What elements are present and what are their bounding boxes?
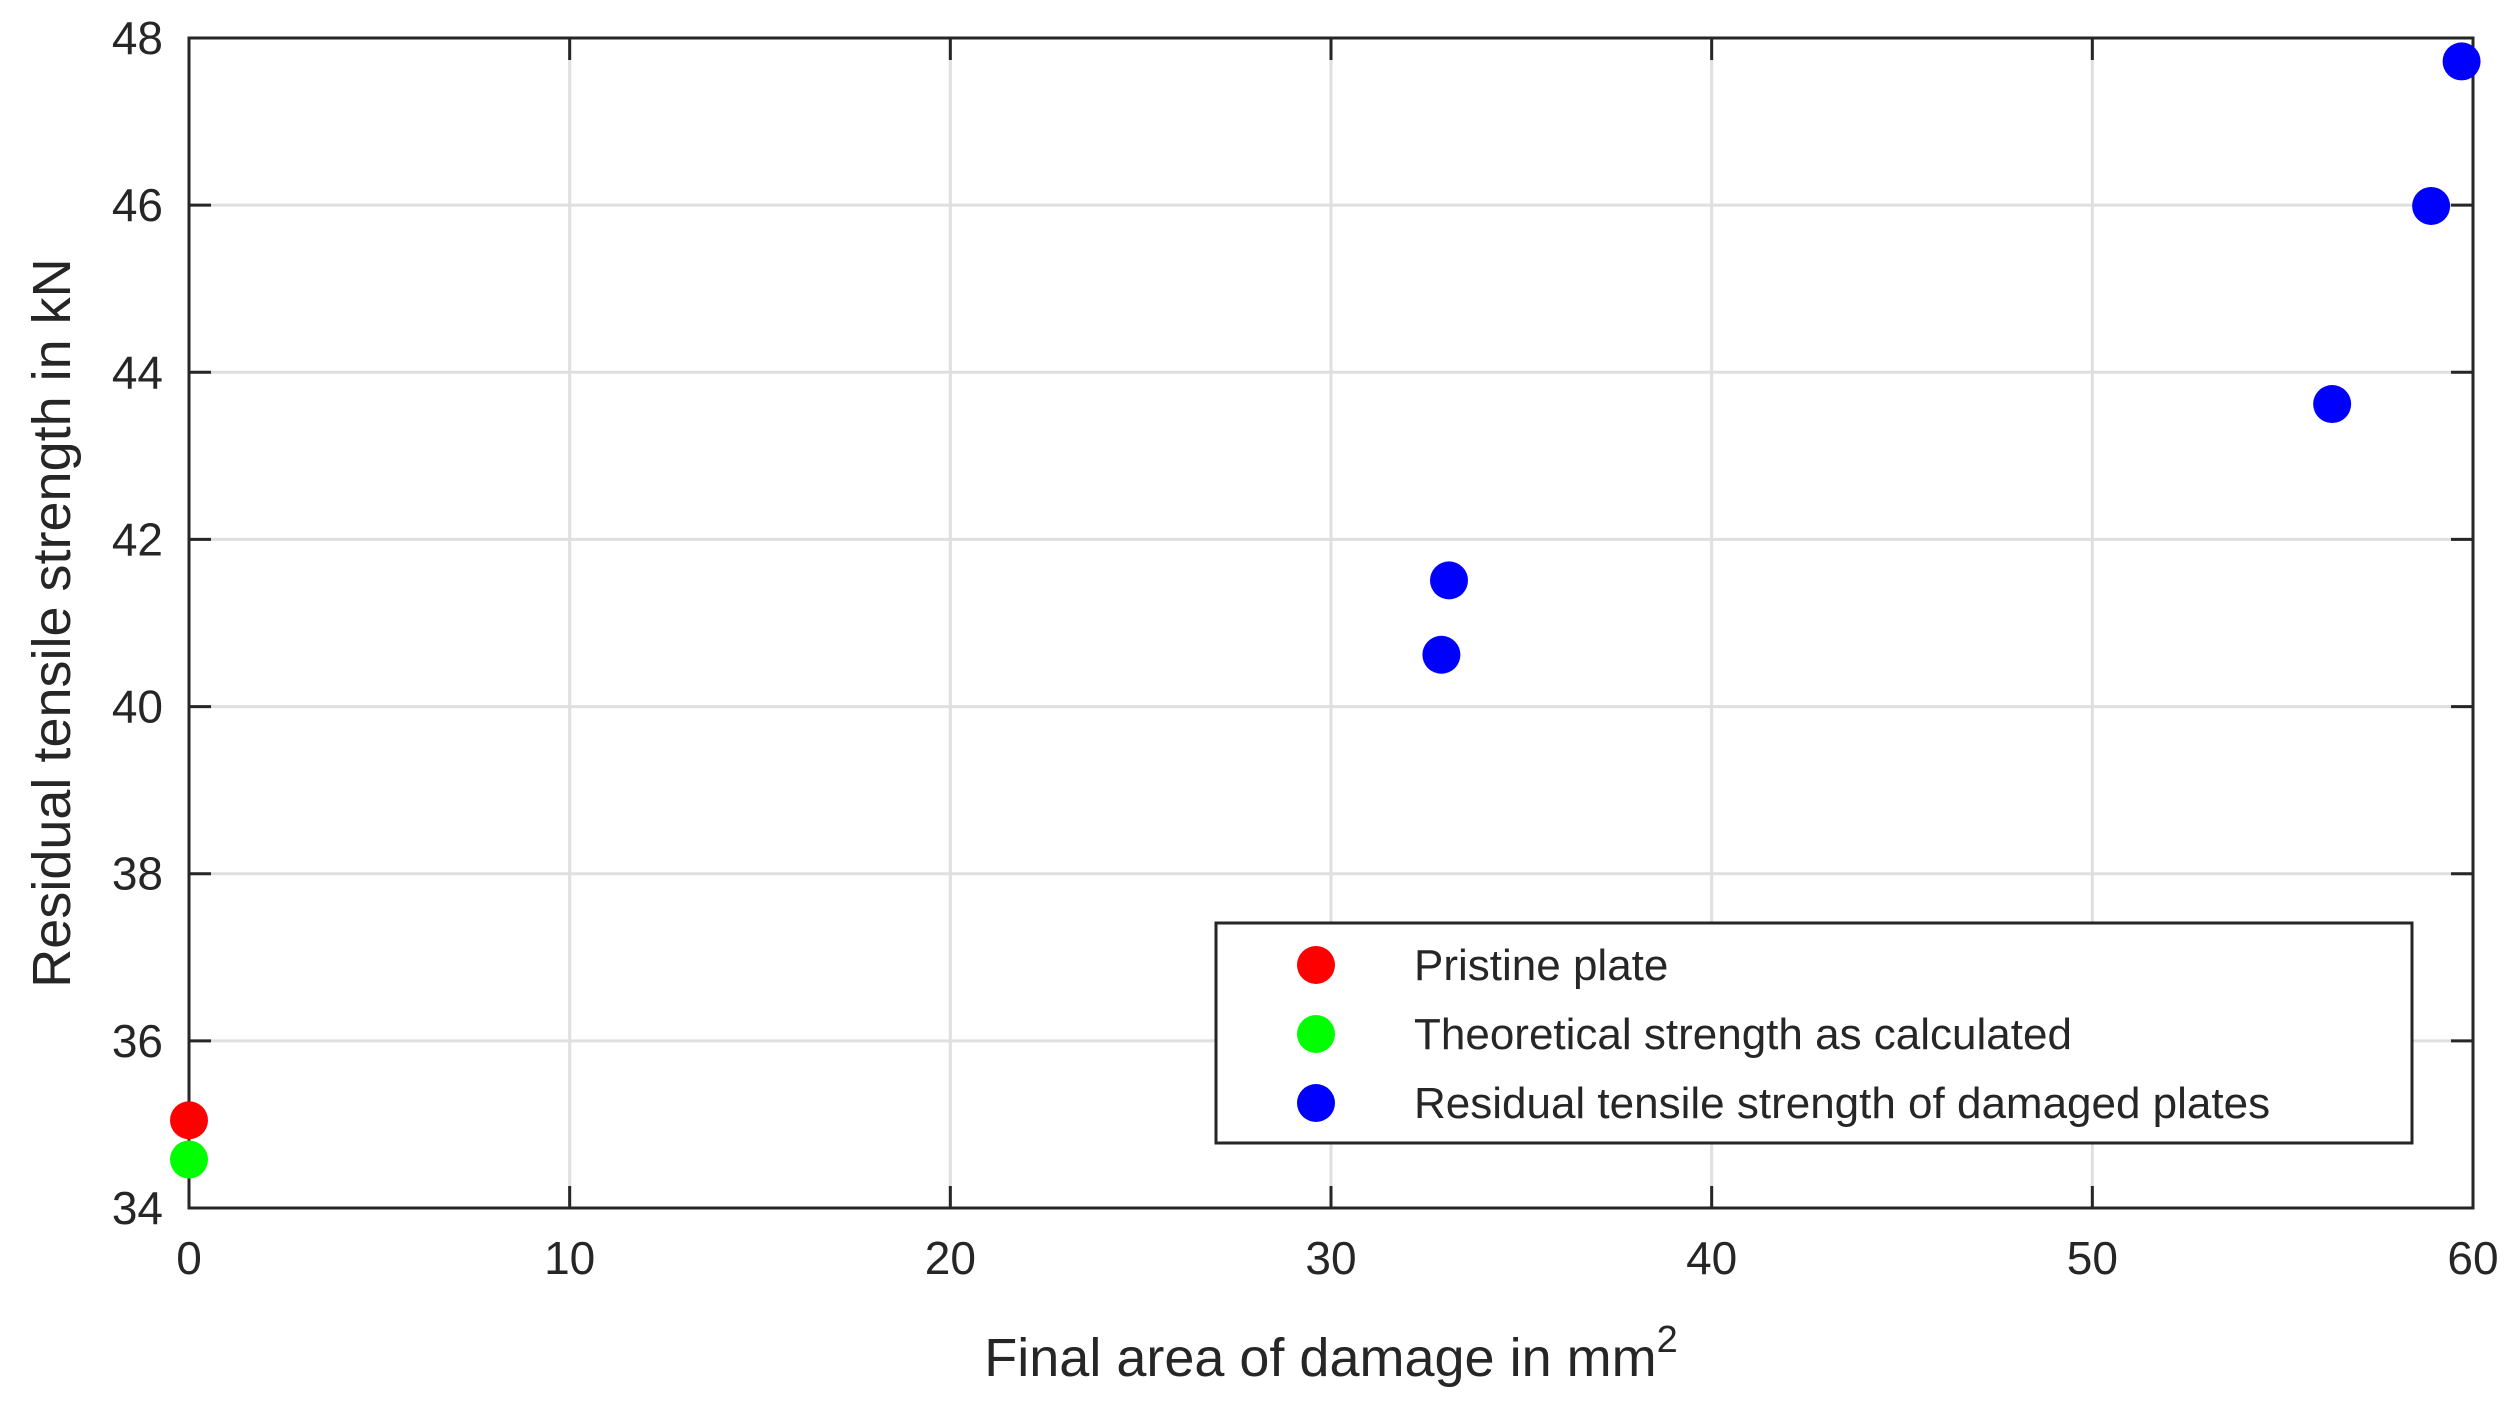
x-tick-label: 0 — [176, 1232, 202, 1284]
x-tick-label: 40 — [1686, 1232, 1737, 1284]
legend-marker-series-2 — [1297, 1084, 1335, 1122]
y-axis-title: Residual tensile strength in kN — [22, 258, 82, 987]
x-axis-title: Final area of damage in mm2 — [984, 1319, 1677, 1388]
data-point-series-0 — [170, 1101, 208, 1140]
data-point-series-2 — [2442, 42, 2481, 81]
y-tick-label: 40 — [112, 681, 163, 733]
x-tick-label: 60 — [2447, 1232, 2498, 1284]
legend-label-series-1: Theoretical strength as calculated — [1414, 1010, 2072, 1059]
x-tick-label: 20 — [925, 1232, 976, 1284]
axis-ticks — [187, 36, 2475, 1210]
axis-tick-labels: 0 10 20 30 40 50 60 34 36 38 40 42 44 46 48 — [112, 12, 2499, 1284]
y-tick-label: 44 — [112, 346, 163, 398]
data-point-series-2 — [1430, 561, 1469, 600]
data-points — [170, 42, 2481, 1179]
x-tick-label: 50 — [2067, 1232, 2118, 1284]
x-axis-title-text: Final area of damage in mm — [984, 1328, 1656, 1388]
y-tick-label: 38 — [112, 848, 163, 900]
x-tick-label: 30 — [1305, 1232, 1356, 1284]
data-point-series-1 — [170, 1140, 208, 1179]
y-tick-label: 36 — [112, 1015, 163, 1067]
legend-label-series-2: Residual tensile strength of damaged pla… — [1414, 1079, 2270, 1128]
legend-label-series-0: Pristine plate — [1414, 941, 1668, 990]
legend-marker-series-0 — [1297, 946, 1335, 984]
data-point-series-2 — [2412, 186, 2451, 225]
y-tick-label: 34 — [112, 1182, 163, 1234]
data-point-series-2 — [1422, 635, 1461, 674]
y-tick-label: 48 — [112, 12, 163, 64]
legend-box — [1214, 921, 2414, 1145]
data-point-series-2 — [2313, 385, 2352, 424]
legend: Pristine plate Theoretical strength as ca… — [1214, 921, 2414, 1145]
y-tick-label: 46 — [112, 179, 163, 231]
legend-marker-series-1 — [1297, 1015, 1335, 1053]
x-tick-label: 10 — [544, 1232, 595, 1284]
y-tick-label: 42 — [112, 513, 163, 565]
x-axis-title-superscript: 2 — [1657, 1319, 1678, 1361]
